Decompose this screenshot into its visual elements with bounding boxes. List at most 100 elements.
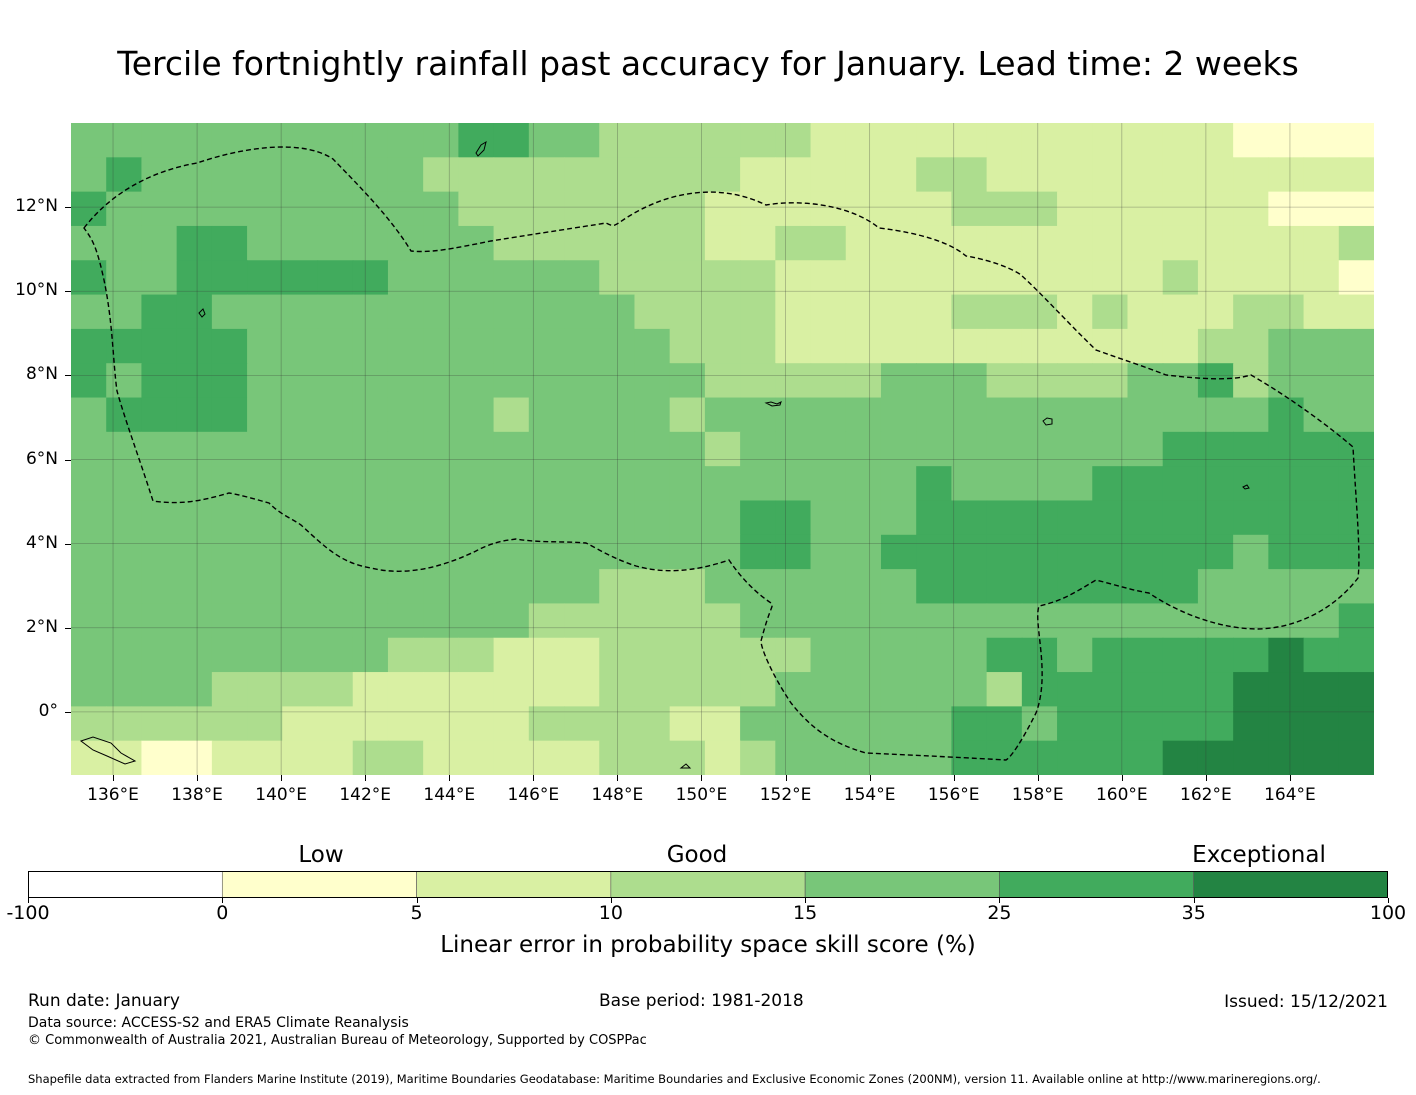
skill-cell	[1162, 260, 1199, 296]
skill-cell	[986, 637, 1023, 673]
skill-cell	[106, 534, 143, 570]
skill-cell	[599, 569, 636, 605]
skill-cell	[880, 466, 917, 502]
x-tick-label: 152°E	[759, 785, 812, 805]
skill-cell	[528, 328, 565, 364]
skill-cell	[1092, 260, 1129, 296]
skill-cell	[1303, 294, 1340, 330]
colorbar-tick-mark	[222, 898, 224, 903]
skill-cell	[1338, 637, 1374, 673]
skill-cell	[1268, 706, 1305, 742]
copyright: © Commonwealth of Australia 2021, Austra…	[28, 1033, 647, 1048]
skill-cell	[282, 500, 319, 536]
skill-cell	[845, 637, 882, 673]
skill-cell	[1092, 534, 1129, 570]
skill-cell	[1268, 225, 1305, 261]
colorbar-bin	[804, 871, 1000, 898]
skill-cell	[564, 260, 600, 296]
skill-cell	[1127, 397, 1164, 433]
skill-cell	[880, 603, 917, 639]
skill-cell	[669, 191, 706, 227]
skill-cell	[317, 294, 354, 330]
skill-cell	[176, 603, 213, 639]
skill-cell	[740, 225, 776, 261]
skill-cell	[740, 328, 776, 364]
skill-cell	[211, 123, 248, 158]
skill-cell	[71, 328, 107, 364]
skill-cell	[317, 672, 354, 707]
skill-cell	[176, 466, 213, 502]
skill-cell	[810, 397, 847, 433]
skill-cell	[1268, 260, 1305, 296]
skill-cell	[704, 603, 741, 639]
skill-cell	[141, 603, 178, 639]
skill-cell	[1127, 637, 1164, 673]
skill-cell	[247, 637, 283, 673]
skill-cell	[880, 534, 917, 570]
skill-cell	[423, 706, 459, 742]
skill-cell	[1197, 672, 1234, 707]
skill-cell	[282, 569, 319, 605]
base-period: Base period: 1981-2018	[599, 991, 804, 1011]
skill-cell	[951, 466, 988, 502]
skill-cell	[1268, 397, 1305, 433]
skill-cell	[493, 603, 530, 639]
skill-cell	[317, 363, 354, 399]
skill-cell	[564, 157, 600, 193]
skill-cell	[423, 191, 459, 227]
skill-cell	[986, 123, 1023, 158]
skill-cell	[282, 260, 319, 296]
skill-cell	[669, 500, 706, 536]
skill-cell	[599, 397, 636, 433]
skill-cell	[845, 706, 882, 742]
skill-cell	[1127, 534, 1164, 570]
skill-cell	[951, 123, 988, 158]
colorbar-tick-label: 10	[598, 902, 623, 924]
skill-cell	[387, 157, 424, 193]
skill-cell	[775, 260, 812, 296]
skill-cell	[986, 569, 1023, 605]
skill-cell	[1233, 328, 1269, 364]
skill-cell	[352, 294, 389, 330]
skill-cell	[951, 191, 988, 227]
skill-cell	[1021, 363, 1058, 399]
skill-cell	[1233, 260, 1269, 296]
skill-cell	[352, 740, 389, 775]
skill-cell	[352, 328, 389, 364]
skill-cell	[704, 431, 741, 467]
y-tick-mark	[65, 375, 71, 377]
skill-cell	[71, 225, 107, 261]
skill-cell	[282, 534, 319, 570]
skill-cell	[810, 706, 847, 742]
skill-cell	[176, 157, 213, 193]
skill-cell	[1197, 500, 1234, 536]
skill-cell	[1303, 260, 1340, 296]
skill-cell	[317, 603, 354, 639]
skill-cell	[951, 328, 988, 364]
skill-cell	[1127, 466, 1164, 502]
skill-cell	[669, 363, 706, 399]
skill-cell	[1197, 363, 1234, 399]
skill-cell	[916, 397, 953, 433]
skill-cell	[880, 225, 917, 261]
skill-cell	[564, 397, 600, 433]
skill-cell	[634, 191, 671, 227]
skill-cell	[317, 500, 354, 536]
skill-cell	[916, 637, 953, 673]
skill-cell	[1162, 328, 1199, 364]
skill-cell	[775, 569, 812, 605]
skill-cell	[423, 637, 459, 673]
skill-cell	[1338, 672, 1374, 707]
skill-cell	[916, 534, 953, 570]
skill-cell	[740, 123, 776, 158]
skill-cell	[528, 397, 565, 433]
skill-cell	[141, 328, 178, 364]
skill-cell	[1233, 191, 1269, 227]
skill-cell	[1057, 672, 1093, 707]
skill-cell	[1338, 363, 1374, 399]
skill-cell	[1092, 672, 1129, 707]
skill-cell	[71, 534, 107, 570]
skill-cell	[176, 123, 213, 158]
skill-cell	[845, 123, 882, 158]
skill-cell	[211, 569, 248, 605]
